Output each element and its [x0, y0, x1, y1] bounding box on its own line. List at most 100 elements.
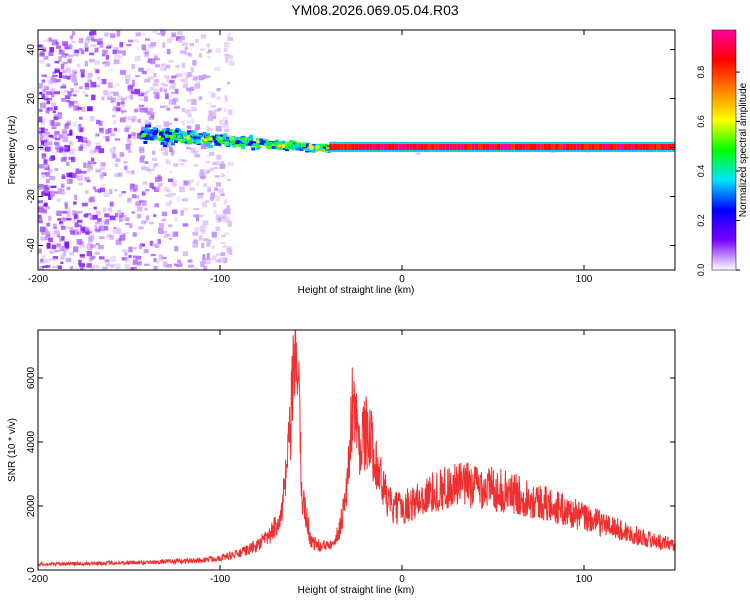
heatmap-cell — [186, 72, 192, 78]
heatmap-cell — [94, 229, 101, 232]
heatmap-cell — [223, 140, 228, 144]
heatmap-cell — [205, 154, 211, 158]
heatmap-cell — [240, 137, 245, 141]
heatmap-cell — [278, 147, 283, 151]
heatmap-cell — [165, 64, 171, 69]
heatmap-cell — [145, 215, 150, 221]
heatmap-cell — [156, 135, 161, 139]
heatmap-cell — [551, 141, 555, 144]
heatmap-cell — [204, 145, 210, 149]
heatmap-cell — [489, 150, 493, 152]
heatmap-cell — [485, 143, 490, 150]
heatmap-cell — [391, 150, 395, 152]
heatmap-cell — [218, 188, 224, 194]
heatmap-cell — [149, 86, 155, 91]
heatmap-cell — [175, 36, 181, 41]
heatmap-cell — [226, 134, 232, 138]
heatmap-cell — [180, 209, 184, 216]
heatmap-cell — [43, 134, 49, 141]
heatmap-cell — [289, 140, 294, 144]
heatmap-cell — [68, 101, 75, 107]
heatmap-cell — [423, 150, 428, 152]
heatmap-cell — [347, 150, 351, 152]
heatmap-cell — [427, 141, 432, 144]
heatmap-cell — [75, 168, 80, 171]
heatmap-cell — [124, 252, 128, 256]
heatmap-cell — [456, 143, 461, 150]
heatmap-cell — [203, 169, 209, 174]
heatmap-cell — [311, 145, 316, 149]
heatmap-cell — [66, 59, 72, 64]
heatmap-cell — [94, 251, 100, 255]
heatmap-cell — [149, 221, 154, 225]
heatmap-cell — [72, 121, 78, 127]
heatmap-cell — [96, 119, 101, 125]
heatmap-cell — [90, 230, 94, 236]
heatmap-cell — [76, 239, 83, 245]
heatmap-cell — [129, 189, 135, 192]
heatmap-cell — [511, 143, 515, 150]
heatmap-cell — [225, 208, 231, 215]
heatmap-cell — [62, 146, 69, 150]
heatmap-cell — [452, 141, 457, 144]
heatmap-cell — [107, 92, 112, 98]
heatmap-cell — [216, 87, 221, 92]
heatmap-cell — [159, 184, 163, 190]
heatmap-cell — [653, 141, 657, 144]
heatmap-cell — [70, 88, 74, 93]
heatmap-cell — [110, 100, 114, 104]
heatmap-cell — [551, 143, 555, 150]
heatmap-cell — [66, 186, 71, 191]
heatmap-cell — [463, 143, 468, 150]
heatmap-cell — [163, 187, 170, 192]
heatmap-cell — [163, 143, 168, 147]
heatmap-cell — [202, 131, 207, 135]
heatmap-cell — [125, 217, 130, 222]
heatmap-cell — [166, 141, 171, 148]
heatmap-cell — [117, 172, 123, 177]
heatmap-cell — [442, 150, 446, 152]
heatmap-cell — [132, 136, 136, 140]
heatmap-cell — [49, 190, 55, 197]
heatmap-cell — [228, 109, 233, 115]
heatmap-cell — [167, 178, 174, 183]
heatmap-cell — [44, 186, 51, 190]
heatmap-cell — [49, 47, 55, 53]
heatmap-cell — [199, 226, 205, 232]
heatmap-cell — [41, 232, 47, 235]
heatmap-cell — [624, 150, 628, 152]
heatmap-cell — [671, 143, 675, 150]
heatmap-cell — [376, 141, 381, 144]
heatmap-cell — [225, 216, 230, 223]
heatmap-cell — [157, 239, 161, 245]
heatmap-cell — [138, 67, 144, 72]
heatmap-cell — [61, 69, 66, 74]
heatmap-cell — [43, 202, 48, 207]
heatmap-cell — [91, 44, 97, 47]
heatmap-cell — [61, 210, 67, 214]
heatmap-cell — [624, 143, 628, 150]
heatmap-cell — [605, 150, 610, 152]
heatmap-cell — [518, 141, 523, 144]
heatmap-cell — [227, 221, 233, 227]
heatmap-cell — [215, 182, 222, 187]
heatmap-cell — [39, 91, 43, 95]
heatmap-cell — [536, 150, 541, 152]
heatmap-cell — [602, 141, 606, 144]
heatmap-cell — [69, 251, 74, 256]
heatmap-cell — [86, 36, 90, 41]
heatmap-cell — [134, 88, 141, 95]
heatmap-cell — [235, 137, 240, 141]
heatmap-cell — [54, 131, 60, 135]
heatmap-cell — [65, 257, 72, 263]
heatmap-cell — [351, 141, 355, 144]
heatmap-cell — [175, 265, 180, 268]
heatmap-cell — [115, 107, 122, 112]
heatmap-cell — [38, 185, 45, 190]
heatmap-cell — [634, 150, 639, 152]
heatmap-cell — [649, 143, 654, 150]
heatmap-cell — [147, 76, 154, 80]
heatmap-cell — [616, 141, 621, 144]
heatmap-cell — [214, 175, 220, 178]
heatmap-cell — [81, 171, 87, 174]
